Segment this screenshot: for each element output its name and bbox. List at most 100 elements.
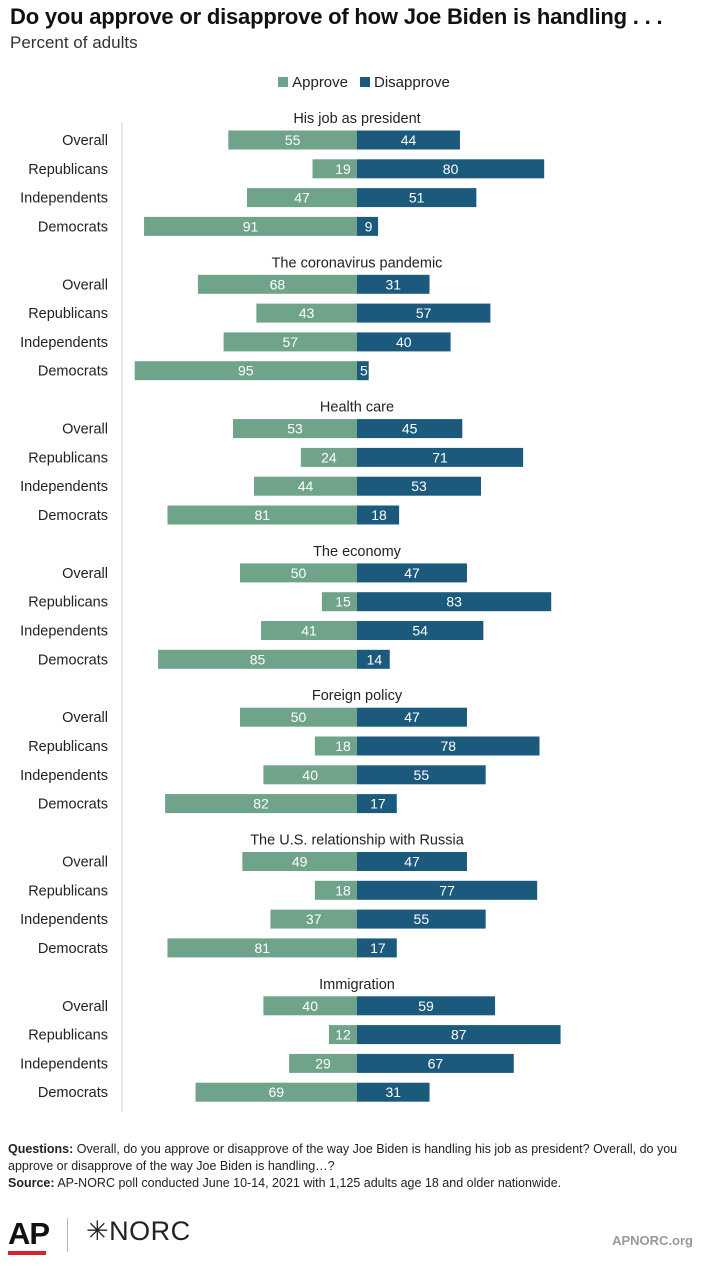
site-link[interactable]: APNORC.org bbox=[612, 1233, 693, 1248]
approve-value-label: 19 bbox=[335, 161, 351, 177]
approve-bar bbox=[263, 765, 357, 785]
disapprove-value-label: 51 bbox=[409, 190, 425, 206]
disapprove-bar bbox=[357, 188, 477, 208]
disapprove-bar bbox=[357, 1053, 514, 1073]
approve-value-label: 47 bbox=[294, 190, 310, 206]
row-label: Overall bbox=[62, 566, 108, 582]
approve-value-label: 18 bbox=[335, 738, 351, 754]
group-title: The U.S. relationship with Russia bbox=[250, 833, 464, 849]
approve-bar bbox=[223, 332, 357, 352]
approve-bar bbox=[134, 361, 357, 381]
legend-label-disapprove: Disapprove bbox=[374, 73, 450, 91]
disapprove-bar bbox=[357, 447, 524, 467]
approve-value-label: 53 bbox=[287, 421, 303, 437]
approve-bar bbox=[228, 130, 357, 150]
questions-note: Questions: Overall, do you approve or di… bbox=[8, 1141, 723, 1175]
approve-value-label: 91 bbox=[243, 218, 259, 234]
approve-value-label: 69 bbox=[268, 1084, 284, 1100]
disapprove-bar bbox=[357, 419, 463, 439]
disapprove-bar bbox=[357, 880, 538, 900]
approve-value-label: 37 bbox=[306, 911, 322, 927]
row-label: Republicans bbox=[28, 1028, 108, 1044]
disapprove-value-label: 17 bbox=[370, 940, 386, 956]
approve-bar bbox=[321, 592, 357, 612]
approve-bar bbox=[247, 188, 357, 208]
disapprove-value-label: 31 bbox=[385, 1084, 401, 1100]
disapprove-value-label: 9 bbox=[365, 218, 373, 234]
approve-value-label: 85 bbox=[250, 651, 266, 667]
approve-bar bbox=[240, 563, 357, 583]
approve-value-label: 18 bbox=[335, 882, 351, 898]
disapprove-value-label: 44 bbox=[401, 132, 417, 148]
disapprove-value-label: 47 bbox=[404, 854, 420, 870]
approve-bar bbox=[144, 216, 357, 236]
disapprove-bar bbox=[357, 216, 379, 236]
approve-bar bbox=[158, 649, 357, 669]
legend-label-approve: Approve bbox=[292, 73, 348, 91]
group-title: The economy bbox=[313, 544, 402, 560]
approve-bar bbox=[197, 274, 357, 294]
row-label: Independents bbox=[20, 624, 108, 640]
footer: AP ✳NORC APNORC.org bbox=[0, 1210, 728, 1260]
approve-value-label: 50 bbox=[291, 709, 307, 725]
chart-notes: Questions: Overall, do you approve or di… bbox=[8, 1141, 723, 1192]
disapprove-value-label: 78 bbox=[440, 738, 456, 754]
row-label: Overall bbox=[62, 855, 108, 871]
legend-swatch-disapprove bbox=[360, 77, 370, 87]
disapprove-value-label: 87 bbox=[451, 1027, 467, 1043]
disapprove-bar bbox=[357, 852, 467, 871]
disapprove-bar bbox=[357, 707, 467, 727]
group-title: The coronavirus pandemic bbox=[272, 255, 443, 271]
disapprove-value-label: 40 bbox=[396, 334, 412, 350]
footer-divider bbox=[67, 1218, 68, 1252]
disapprove-bar bbox=[357, 563, 467, 583]
approve-bar bbox=[300, 447, 357, 467]
disapprove-bar bbox=[357, 476, 482, 496]
ap-logo-accent bbox=[8, 1251, 46, 1255]
approve-bar bbox=[256, 303, 357, 323]
row-label: Democrats bbox=[38, 219, 108, 235]
chart-subtitle: Percent of adults bbox=[10, 33, 138, 52]
approve-bar bbox=[232, 419, 357, 439]
approve-bar bbox=[240, 707, 357, 727]
diverging-bar-chart: His job as president Overall 55 44 Republica… bbox=[20, 111, 561, 1112]
approve-value-label: 43 bbox=[299, 305, 315, 321]
disapprove-value-label: 45 bbox=[402, 421, 418, 437]
approve-bar bbox=[314, 880, 357, 900]
row-label: Overall bbox=[62, 422, 108, 438]
approve-bar bbox=[270, 909, 357, 929]
disapprove-value-label: 55 bbox=[414, 767, 430, 783]
approve-value-label: 82 bbox=[253, 796, 269, 812]
disapprove-bar bbox=[357, 361, 369, 381]
approve-bar bbox=[328, 1025, 357, 1045]
approve-value-label: 40 bbox=[302, 767, 318, 783]
row-label: Republicans bbox=[28, 162, 108, 178]
source-text: AP-NORC poll conducted June 10-14, 2021 … bbox=[57, 1176, 562, 1190]
legend-item-disapprove: Disapprove bbox=[360, 74, 450, 91]
disapprove-bar bbox=[357, 649, 390, 669]
row-label: Democrats bbox=[38, 508, 108, 524]
row-label: Overall bbox=[62, 277, 108, 293]
row-label: Overall bbox=[62, 710, 108, 726]
disapprove-value-label: 67 bbox=[428, 1055, 444, 1071]
row-label: Independents bbox=[20, 335, 108, 351]
approve-bar bbox=[263, 996, 357, 1016]
group-title: Health care bbox=[320, 400, 394, 416]
disapprove-value-label: 5 bbox=[360, 363, 368, 379]
row-label: Republicans bbox=[28, 595, 108, 611]
disapprove-bar bbox=[357, 938, 397, 958]
row-label: Overall bbox=[62, 133, 108, 149]
approve-value-label: 55 bbox=[285, 132, 301, 148]
approve-value-label: 41 bbox=[301, 623, 317, 639]
approve-value-label: 50 bbox=[291, 565, 307, 581]
disapprove-value-label: 57 bbox=[416, 305, 432, 321]
approve-value-label: 95 bbox=[238, 363, 254, 379]
disapprove-value-label: 55 bbox=[414, 911, 430, 927]
row-label: Republicans bbox=[28, 450, 108, 466]
disapprove-value-label: 71 bbox=[432, 449, 448, 465]
row-label: Republicans bbox=[28, 306, 108, 322]
row-label: Republicans bbox=[28, 883, 108, 899]
legend-swatch-approve bbox=[278, 77, 289, 87]
approve-value-label: 15 bbox=[335, 594, 351, 610]
disapprove-value-label: 47 bbox=[404, 565, 420, 581]
